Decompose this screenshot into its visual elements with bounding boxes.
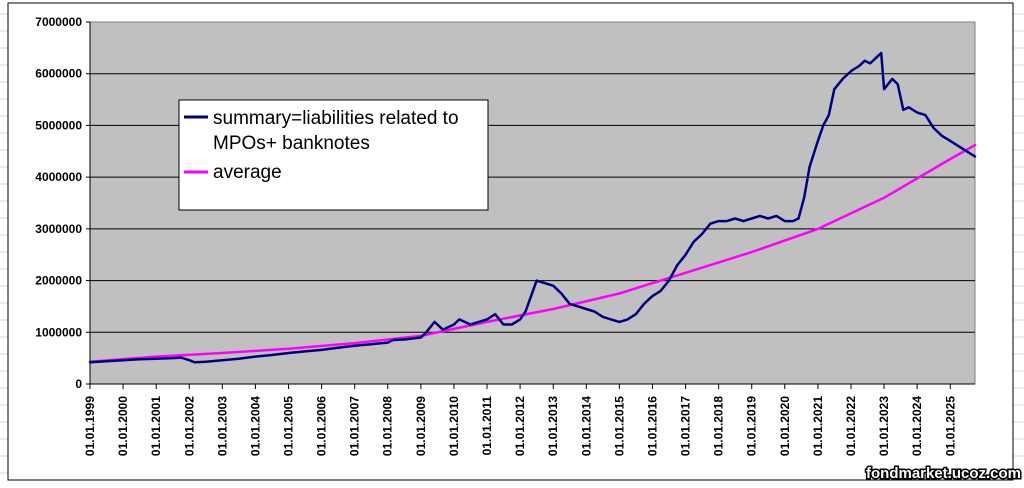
y-tick-label: 4000000: [35, 170, 82, 184]
x-tick-label: 01.01.2000: [116, 396, 130, 456]
x-tick-label: 01.01.2020: [778, 396, 792, 456]
series-line-average: [88, 143, 977, 364]
x-tick-label: 01.01.1999: [83, 396, 97, 456]
x-tick-label: 01.01.2009: [414, 396, 428, 456]
x-tick-label: 01.01.2019: [745, 396, 759, 456]
watermark: fondmarket.ucoz.com fondmarket.ucoz.com: [865, 464, 1023, 484]
x-tick-label: 01.01.2002: [182, 396, 196, 456]
x-tick-label: 01.01.2016: [645, 396, 659, 456]
x-tick-label: 01.01.2018: [712, 396, 726, 456]
legend: summary=liabilities related to MPOs+ ban…: [178, 99, 489, 211]
y-tick-label: 0: [75, 377, 82, 391]
x-axis: 01.01.1999 01.01.2000 01.01.2001 01.01.2002…: [83, 384, 957, 456]
x-tick-label: 01.01.2023: [877, 396, 891, 456]
y-tick-label: 5000000: [35, 118, 82, 132]
series-layer: [88, 51, 977, 364]
y-tick-label: 2000000: [35, 274, 82, 288]
x-tick-label: 01.01.2006: [315, 396, 329, 456]
y-tick-label: 6000000: [35, 67, 82, 81]
legend-label-summary-line1: summary=liabilities related to: [213, 108, 459, 129]
x-tick-label: 01.01.2003: [215, 396, 229, 456]
x-tick-label: 01.01.2022: [844, 396, 858, 456]
x-tick-label: 01.01.2013: [546, 396, 560, 456]
y-axis: 0 1000000 2000000 3000000 4000000 5000000 6000…: [35, 15, 90, 391]
series-line-summary: [88, 51, 977, 364]
watermark-text-shadow: fondmarket.ucoz.com: [866, 465, 1021, 482]
x-tick-label: 01.01.2015: [612, 396, 626, 456]
x-tick-label: 01.01.2010: [447, 396, 461, 456]
x-tick-label: 01.01.2021: [811, 396, 825, 456]
y-tick-label: 7000000: [35, 15, 82, 29]
x-tick-label: 01.01.2007: [348, 396, 362, 456]
legend-label-summary-line2: MPOs+ banknotes: [213, 133, 370, 154]
x-tick-label: 01.01.2017: [679, 396, 693, 456]
y-tick-label: 3000000: [35, 222, 82, 236]
x-tick-label: 01.01.2008: [381, 396, 395, 456]
legend-box: [178, 99, 489, 211]
x-tick-label: 01.01.2024: [910, 396, 924, 456]
y-tick-label: 1000000: [35, 325, 82, 339]
x-tick-label: 01.01.2005: [282, 396, 296, 456]
x-tick-label: 01.01.2025: [943, 396, 957, 456]
watermark-text: fondmarket.ucoz.com: [866, 465, 1021, 482]
x-tick-label: 01.01.2004: [248, 396, 262, 456]
x-tick-label: 01.01.2011: [480, 396, 494, 456]
x-tick-label: 01.01.2014: [579, 396, 593, 456]
x-tick-label: 01.01.2012: [513, 396, 527, 456]
x-tick-label: 01.01.2001: [149, 396, 163, 456]
legend-label-average: average: [213, 162, 282, 183]
